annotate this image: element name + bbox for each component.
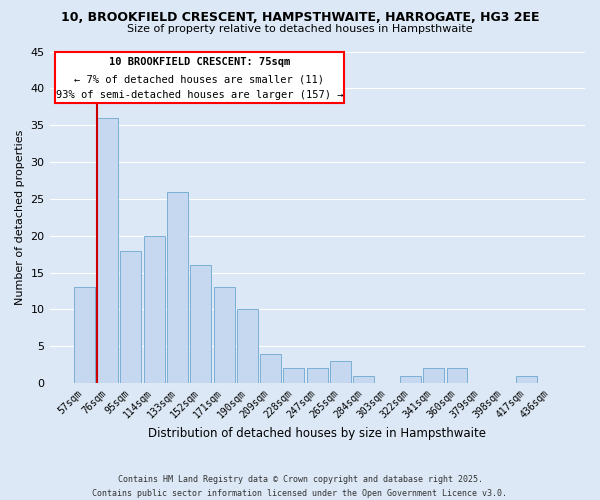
Bar	[260, 354, 281, 383]
Bar	[307, 368, 328, 383]
Bar	[121, 250, 142, 383]
Text: ← 7% of detached houses are smaller (11): ← 7% of detached houses are smaller (11)	[74, 74, 325, 84]
Text: 93% of semi-detached houses are larger (157) →: 93% of semi-detached houses are larger (…	[56, 90, 343, 100]
Bar	[330, 361, 351, 383]
FancyBboxPatch shape	[55, 52, 344, 103]
Bar	[353, 376, 374, 383]
Bar	[237, 310, 258, 383]
Bar	[214, 288, 235, 383]
Y-axis label: Number of detached properties: Number of detached properties	[15, 130, 25, 305]
Text: 10, BROOKFIELD CRESCENT, HAMPSTHWAITE, HARROGATE, HG3 2EE: 10, BROOKFIELD CRESCENT, HAMPSTHWAITE, H…	[61, 11, 539, 24]
Bar	[423, 368, 444, 383]
X-axis label: Distribution of detached houses by size in Hampsthwaite: Distribution of detached houses by size …	[148, 427, 486, 440]
Bar	[144, 236, 165, 383]
Text: Contains HM Land Registry data © Crown copyright and database right 2025.
Contai: Contains HM Land Registry data © Crown c…	[92, 476, 508, 498]
Bar	[400, 376, 421, 383]
Text: 10 BROOKFIELD CRESCENT: 75sqm: 10 BROOKFIELD CRESCENT: 75sqm	[109, 58, 290, 68]
Bar	[446, 368, 467, 383]
Bar	[97, 118, 118, 383]
Bar	[517, 376, 538, 383]
Bar	[167, 192, 188, 383]
Bar	[74, 288, 95, 383]
Bar	[283, 368, 304, 383]
Text: Size of property relative to detached houses in Hampsthwaite: Size of property relative to detached ho…	[127, 24, 473, 34]
Bar	[190, 266, 211, 383]
